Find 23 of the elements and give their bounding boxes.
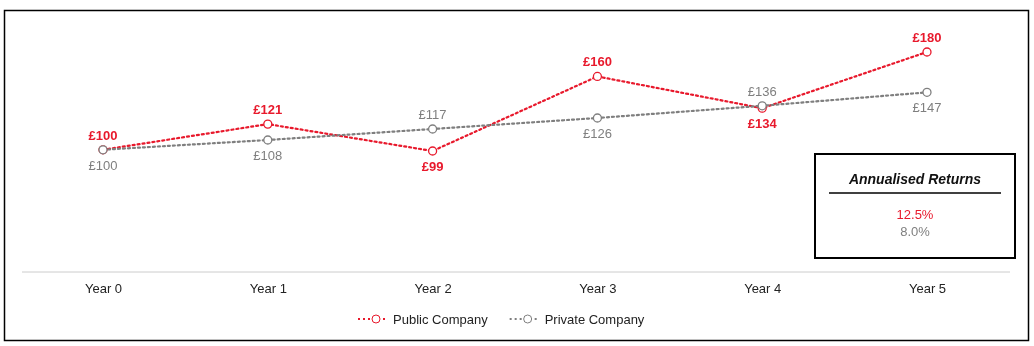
data-label: £134: [747, 116, 778, 132]
x-tick-label: Year 3: [579, 281, 617, 297]
text: Annualised Returns: [847, 171, 982, 187]
data-label: £126: [582, 126, 612, 141]
data-label: £100: [88, 127, 118, 143]
x-tick-label: Year 4: [744, 281, 782, 297]
data-label: £180: [912, 30, 942, 45]
data-label: £136: [747, 83, 777, 99]
text: 12.5%: [896, 207, 934, 222]
data-label: £117: [418, 107, 447, 122]
legend-label: Public Company: [393, 311, 489, 327]
x-tick-label: Year 5: [908, 281, 947, 297]
data-label: £160: [582, 54, 612, 70]
data-label: £121: [253, 102, 283, 118]
data-label: £100: [88, 157, 118, 173]
legend-label: Private Company: [544, 311, 645, 327]
data-label: £108: [253, 148, 283, 163]
x-tick-label: Year 1: [249, 281, 287, 297]
x-tick-label: Year 0: [84, 281, 123, 297]
data-label: £147: [912, 100, 942, 116]
text: 8.0%: [900, 224, 931, 239]
x-tick-label: Year 2: [414, 281, 452, 297]
data-label: £99: [421, 159, 444, 174]
